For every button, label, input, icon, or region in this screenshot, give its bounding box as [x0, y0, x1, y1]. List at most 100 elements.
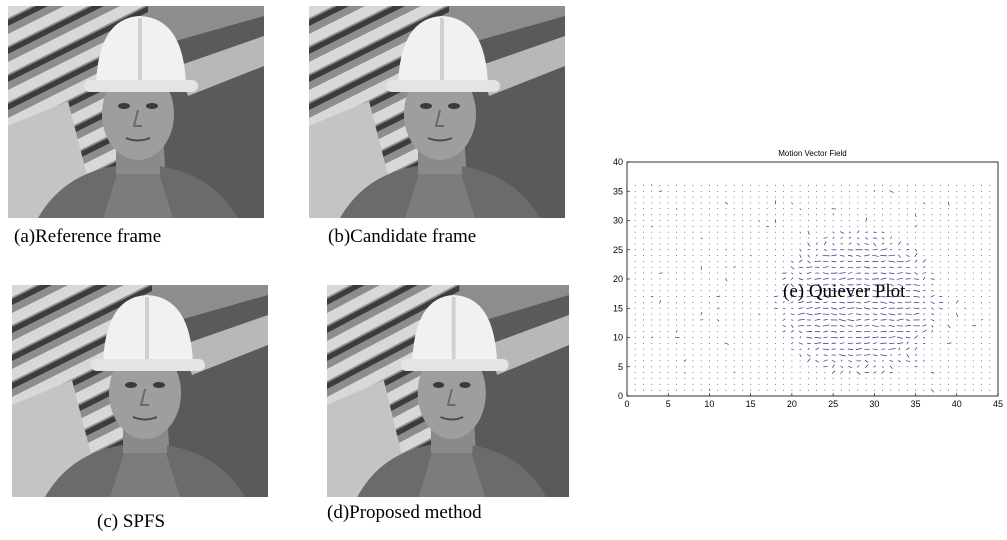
vector-dot — [939, 249, 941, 251]
vector-dot — [807, 366, 809, 368]
vector-dot — [725, 378, 727, 379]
vector-dot — [725, 243, 727, 245]
vector-dot — [676, 372, 677, 373]
vector-dot — [956, 261, 958, 262]
vector-dot — [667, 237, 669, 239]
vector-dot — [981, 348, 982, 350]
vector-dot — [700, 378, 702, 379]
vector-dot — [972, 202, 974, 204]
vector-arrow — [873, 365, 877, 368]
vector-dot — [981, 313, 982, 315]
vector-dot — [750, 202, 752, 204]
vector-arrow — [864, 284, 870, 286]
vector-arrow — [914, 213, 917, 218]
vector-dot — [816, 202, 818, 204]
vector-dot — [807, 190, 809, 192]
vector-dot — [906, 372, 908, 373]
vector-dot — [750, 378, 752, 379]
vector-arrow — [798, 324, 805, 327]
vector-arrow — [716, 307, 720, 309]
vector-dot — [956, 348, 958, 350]
vector-dot — [700, 225, 702, 227]
vector-dot — [733, 360, 735, 362]
vector-dot — [643, 196, 644, 198]
vector-dot — [775, 266, 776, 268]
vector-dot — [791, 231, 793, 233]
vector-field — [634, 184, 991, 393]
vector-dot — [659, 255, 661, 256]
vector-arrow — [774, 200, 777, 205]
vector-dot — [906, 214, 908, 216]
vector-arrow — [856, 365, 860, 368]
vector-dot — [890, 185, 892, 186]
vector-arrow — [791, 301, 794, 304]
vector-arrow — [897, 277, 904, 280]
vector-dot — [898, 196, 900, 198]
vector-dot — [742, 185, 743, 186]
vector-dot — [733, 354, 735, 356]
vector-dot — [643, 383, 644, 385]
vector-dot — [939, 208, 941, 210]
vector-dot — [873, 389, 875, 391]
vector-dot — [775, 249, 776, 251]
vector-arrow — [913, 295, 920, 298]
vector-dot — [700, 231, 702, 233]
vector-arrow — [889, 266, 894, 269]
vector-dot — [684, 366, 686, 368]
vector-dot — [717, 372, 719, 373]
vector-dot — [857, 389, 859, 391]
vector-dot — [849, 378, 850, 379]
vector-dot — [816, 378, 818, 379]
vector-arrow — [913, 278, 919, 280]
vector-dot — [742, 383, 743, 385]
vector-dot — [692, 325, 694, 327]
vector-dot — [956, 237, 958, 239]
vector-dot — [742, 255, 743, 256]
vector-dot — [964, 208, 966, 210]
vector-dot — [634, 378, 636, 379]
vector-dot — [898, 185, 900, 186]
vector-dot — [989, 237, 991, 239]
vector-dot — [989, 225, 991, 227]
vector-dot — [676, 383, 677, 385]
vector-dot — [700, 255, 702, 256]
y-tick-label: 10 — [613, 333, 623, 343]
vector-dot — [634, 272, 636, 274]
vector-dot — [684, 231, 686, 233]
vector-arrow — [807, 260, 811, 264]
vector-dot — [915, 190, 916, 192]
figure-b-caption: (b)Candidate frame — [328, 226, 477, 247]
vector-arrow — [898, 347, 901, 351]
vector-dot — [766, 237, 768, 239]
vector-dot — [750, 231, 752, 233]
vector-arrow — [807, 242, 811, 247]
vector-dot — [750, 296, 752, 297]
vector-dot — [890, 389, 892, 391]
vector-dot — [667, 284, 669, 286]
vector-arrow — [947, 342, 952, 344]
vector-dot — [775, 237, 776, 239]
vector-dot — [700, 249, 702, 251]
vector-dot — [799, 243, 801, 245]
vector-dot — [709, 325, 710, 327]
vector-dot — [981, 342, 982, 344]
vector-dot — [964, 348, 966, 350]
vector-dot — [725, 290, 727, 292]
vector-dot — [915, 220, 916, 221]
vector-dot — [923, 255, 925, 256]
vector-dot — [758, 255, 760, 256]
vector-dot — [890, 383, 892, 385]
vector-dot — [651, 220, 653, 221]
vector-dot — [964, 261, 966, 262]
vector-dot — [667, 331, 669, 333]
vector-arrow — [790, 266, 795, 270]
vector-arrow — [872, 295, 879, 298]
vector-dot — [775, 372, 776, 373]
vector-dot — [816, 208, 818, 210]
vector-dot — [931, 366, 933, 368]
vector-dot — [659, 185, 661, 186]
vector-dot — [750, 249, 752, 251]
vector-dot — [939, 319, 941, 321]
vector-arrow — [823, 237, 828, 239]
vector-arrow — [872, 254, 879, 257]
